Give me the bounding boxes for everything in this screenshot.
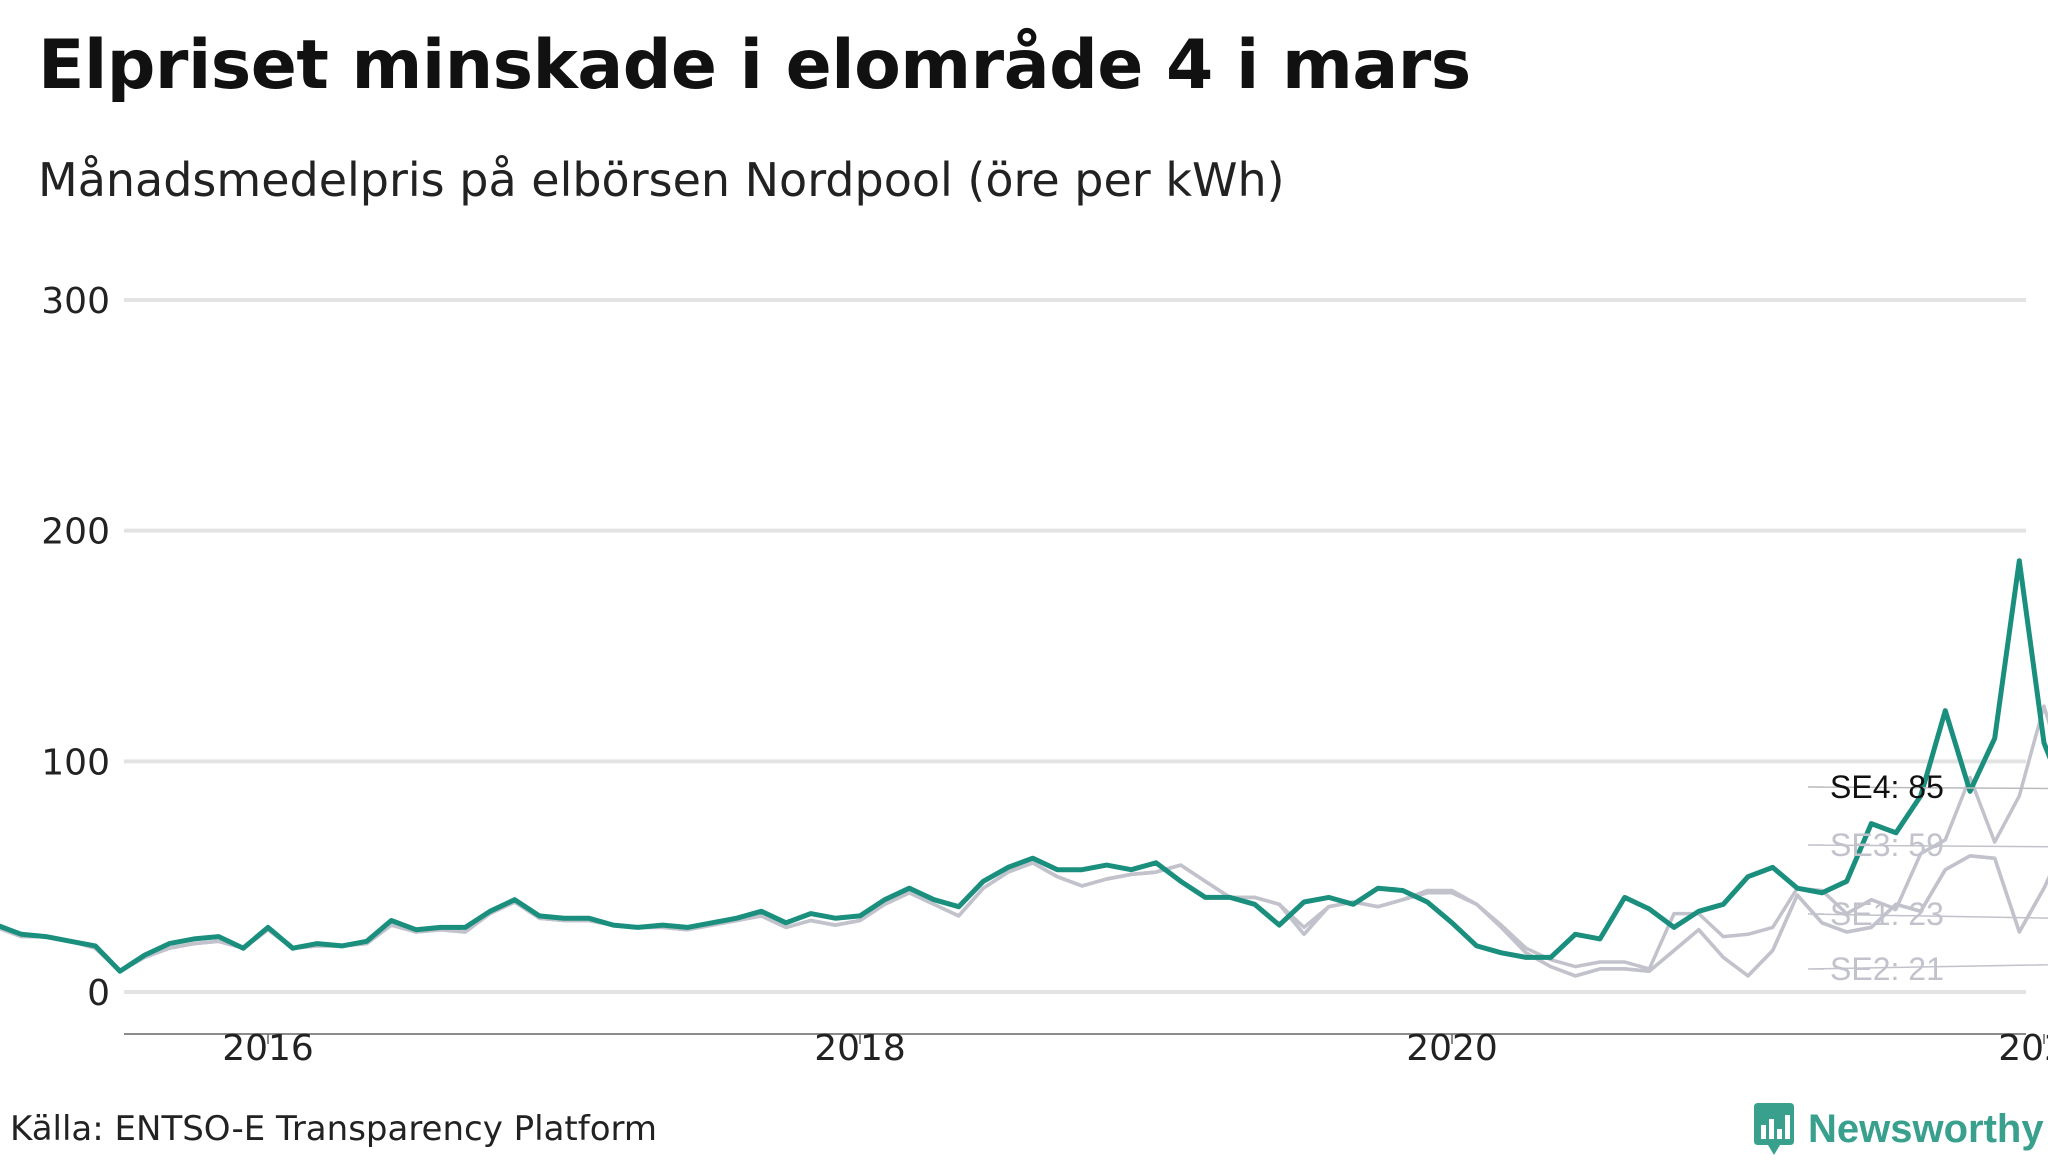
y-tick-label: 0 — [87, 973, 110, 1014]
source-note: Källa: ENTSO-E Transparency Platform — [10, 1109, 658, 1149]
label-connector-se3 — [1807, 844, 2048, 848]
end-label-se1: SE1: 23 — [1830, 896, 1944, 932]
series-line-se1 — [0, 854, 2048, 978]
label-connector-se1 — [1807, 913, 2048, 919]
x-tick-label: 2016 — [222, 1028, 314, 1069]
x-tick-label: 2022 — [1998, 1028, 2048, 1069]
chart-title: Elpriset minskade i elområde 4 i mars — [38, 26, 1471, 105]
x-axis: 201620182020202220242026 — [124, 1028, 2048, 1069]
y-tick-label: 300 — [41, 281, 110, 322]
end-labels: SE1: 23 SE2: 21 SE3: 59 SE4: 85 — [1807, 769, 2048, 987]
y-axis: 0 100 200 300 — [41, 281, 110, 1014]
series-line-se4 — [0, 558, 2048, 974]
newsworthy-logo-icon — [1754, 1103, 1794, 1155]
series-lines — [0, 558, 2048, 978]
chart-subtitle: Månadsmedelpris på elbörsen Nordpool (ör… — [38, 153, 1285, 207]
y-tick-label: 100 — [41, 742, 110, 783]
series-line-se3 — [0, 704, 2048, 973]
label-connector-se2 — [1807, 964, 2048, 970]
end-label-se4: SE4: 85 — [1830, 769, 1944, 805]
label-connector-se4 — [1807, 786, 2048, 790]
x-tick-label: 2018 — [814, 1028, 906, 1069]
brand-logo: Newsworthy — [1752, 1094, 2044, 1164]
end-label-se2: SE2: 21 — [1830, 951, 1944, 987]
gridlines — [124, 298, 2026, 994]
x-tick-label: 2020 — [1406, 1028, 1498, 1069]
brand-name: Newsworthy — [1808, 1106, 2044, 1151]
end-label-se3: SE3: 59 — [1830, 827, 1944, 863]
y-tick-label: 200 — [41, 512, 110, 553]
